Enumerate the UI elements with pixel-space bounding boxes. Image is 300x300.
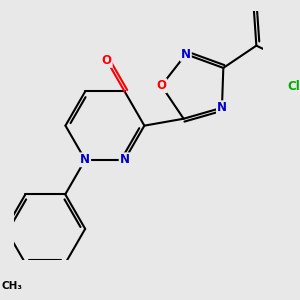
Text: Cl: Cl xyxy=(287,80,300,93)
Text: N: N xyxy=(181,48,191,61)
Text: O: O xyxy=(102,54,112,67)
Text: N: N xyxy=(80,153,90,166)
Text: N: N xyxy=(217,101,227,114)
Text: O: O xyxy=(156,79,166,92)
Text: CH₃: CH₃ xyxy=(2,281,23,291)
Text: N: N xyxy=(120,153,130,166)
